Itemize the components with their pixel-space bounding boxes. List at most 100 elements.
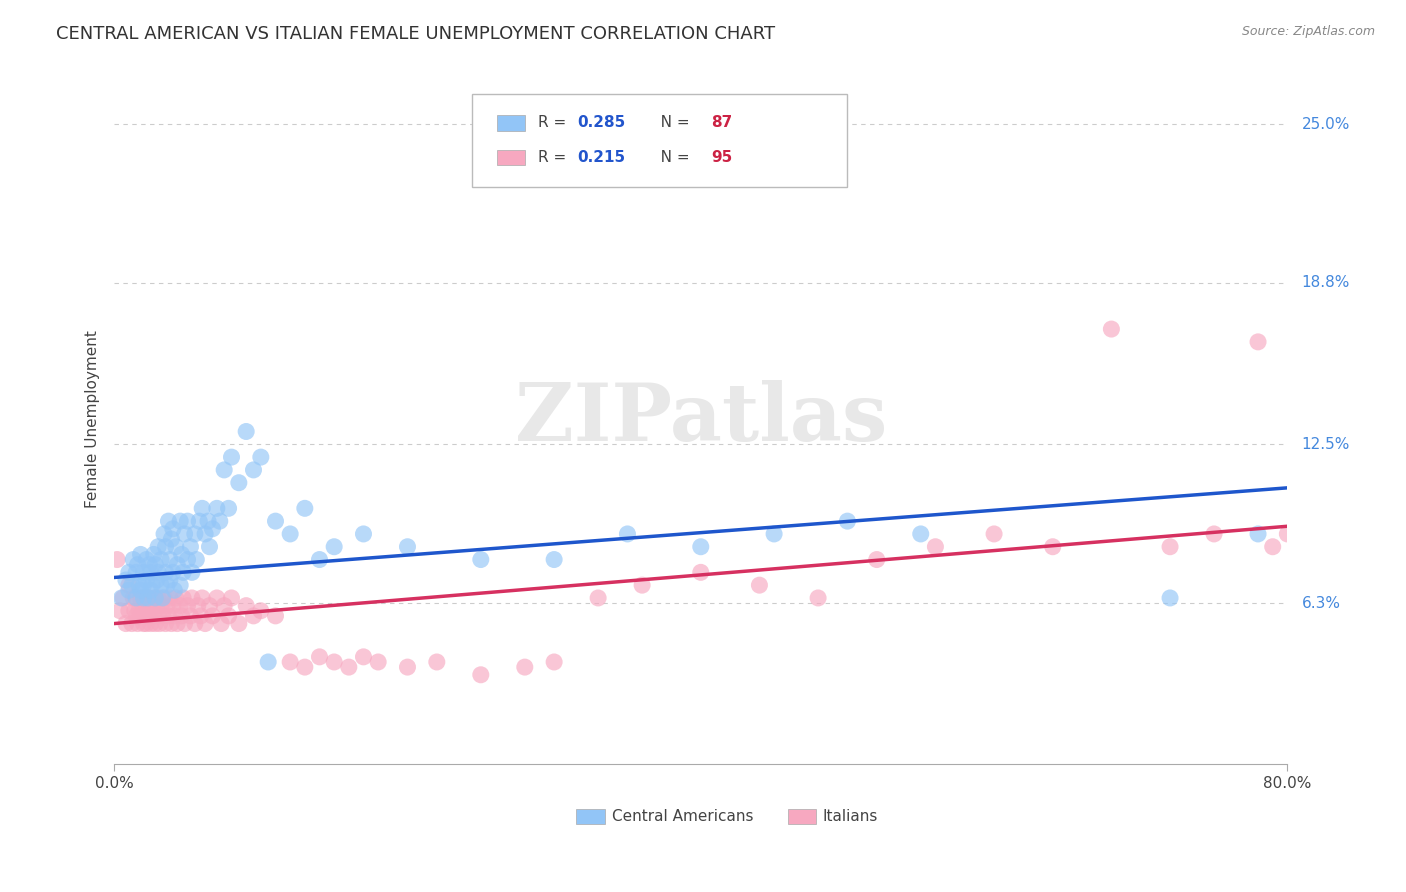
Point [150,578,173,592]
Point [152,591,174,605]
Point [115,573,138,587]
Point [426,655,449,669]
Point [157,514,180,528]
Point [173,616,195,631]
Point [169,599,191,613]
FancyBboxPatch shape [787,809,815,824]
Text: Central Americans: Central Americans [612,809,754,824]
Point [139,616,162,631]
Point [513,660,536,674]
Text: 95: 95 [711,151,733,165]
Point [1042,540,1064,554]
Point [616,527,638,541]
Point [118,583,141,598]
Point [159,591,181,605]
Point [294,660,316,674]
Point [135,573,157,587]
Point [228,616,250,631]
Point [837,514,859,528]
Point [122,552,145,566]
Point [198,599,221,613]
Point [221,450,243,464]
Point [353,649,375,664]
Point [139,566,162,580]
Point [148,591,170,605]
Point [1099,322,1122,336]
Point [191,501,214,516]
Point [115,616,138,631]
Point [1247,527,1270,541]
Point [308,649,330,664]
Point [689,566,711,580]
Point [543,655,565,669]
Point [148,608,170,623]
Point [118,604,141,618]
Point [162,522,184,536]
Point [367,655,389,669]
Point [212,463,235,477]
Point [129,608,152,623]
Point [396,540,419,554]
Point [139,604,162,618]
Point [148,566,170,580]
Point [170,548,193,562]
Point [187,599,209,613]
Point [294,501,316,516]
Point [170,608,193,623]
Point [866,552,889,566]
Point [129,548,152,562]
Point [136,591,159,605]
Point [180,591,202,605]
Point [135,599,157,613]
Point [118,578,141,592]
Point [165,591,187,605]
Point [264,514,287,528]
Point [910,527,932,541]
Point [129,583,152,598]
Point [163,608,186,623]
Point [179,540,201,554]
Point [132,578,155,592]
Point [631,578,654,592]
Point [308,552,330,566]
Point [153,591,176,605]
Point [172,591,194,605]
Point [176,599,198,613]
Point [184,527,207,541]
Point [197,514,219,528]
Point [135,616,157,631]
Point [173,527,195,541]
Point [145,599,167,613]
Point [209,616,232,631]
FancyBboxPatch shape [496,115,524,130]
Point [353,527,375,541]
Point [188,514,211,528]
Point [689,540,711,554]
Point [110,591,132,605]
Point [105,552,128,566]
Point [141,599,163,613]
Point [257,655,280,669]
Point [470,552,492,566]
Point [124,604,146,618]
Point [212,599,235,613]
Point [201,522,224,536]
Point [179,608,201,623]
Point [323,655,346,669]
Point [250,604,273,618]
Point [125,608,148,623]
Point [141,578,163,592]
Point [143,616,166,631]
Point [172,566,194,580]
Point [129,591,152,605]
Point [127,616,149,631]
Point [152,608,174,623]
Point [1247,334,1270,349]
Point [162,599,184,613]
Point [250,450,273,464]
Point [139,583,162,598]
Point [111,591,134,605]
Point [156,599,179,613]
Text: 12.5%: 12.5% [1302,437,1350,452]
Point [218,608,240,623]
